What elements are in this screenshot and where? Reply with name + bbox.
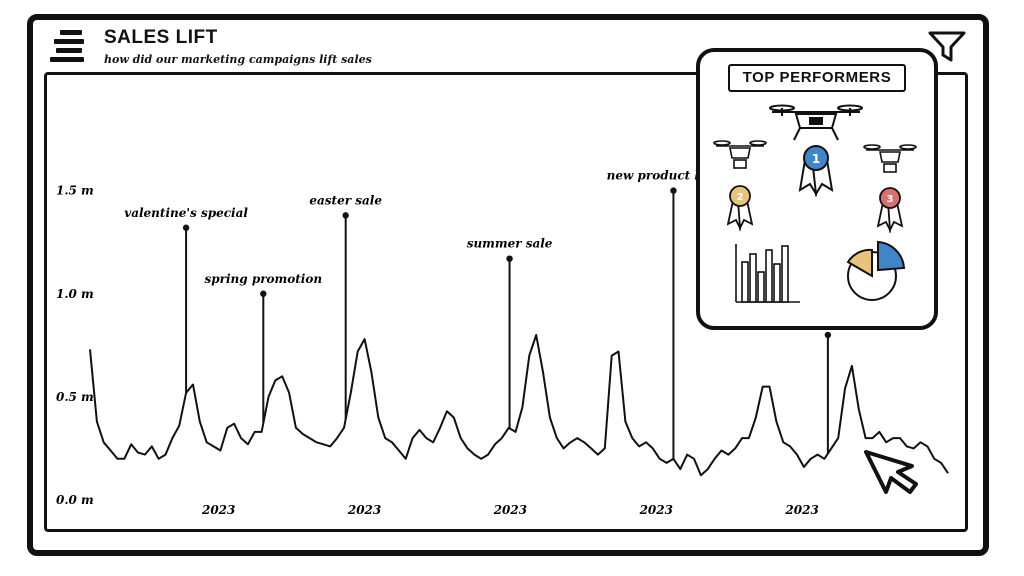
drone-icon-left xyxy=(713,140,767,169)
annotation-marker xyxy=(506,255,513,262)
top-performers-illustration: 1 2 3 xyxy=(713,104,917,303)
filter-icon[interactable] xyxy=(928,30,966,64)
annotation-label: spring promotion xyxy=(205,272,323,286)
drone-icon-right xyxy=(863,144,917,173)
annotation-label: summer sale xyxy=(467,237,553,251)
y-tick-label: 0.0 m xyxy=(56,493,94,507)
x-tick-label: 2023 xyxy=(201,503,235,517)
annotation-marker xyxy=(182,224,190,231)
annotation-marker xyxy=(824,331,832,339)
third-place-number: 3 xyxy=(887,194,894,205)
annotation-label: easter sale xyxy=(309,193,382,207)
menu-icon[interactable] xyxy=(50,30,84,64)
x-axis: 2023 2023 2023 2023 2023 xyxy=(201,503,819,517)
annotation-label: valentine's special xyxy=(124,206,248,220)
annotation-marker xyxy=(670,187,677,194)
page-title: SALES LIFT xyxy=(104,27,218,48)
y-tick-label: 0.5 m xyxy=(56,390,94,404)
drone-icon xyxy=(769,104,863,141)
sales-series-line xyxy=(89,334,949,477)
second-place-medal-icon: 2 xyxy=(726,185,754,232)
bar-chart-icon xyxy=(735,244,800,303)
y-tick-label: 1.0 m xyxy=(56,287,94,301)
top-performers-title: TOP PERFORMERS xyxy=(728,64,906,92)
second-place-number: 2 xyxy=(737,192,744,203)
pie-chart-icon xyxy=(846,240,906,301)
page-subtitle: how did our marketing campaigns lift sal… xyxy=(104,53,372,66)
mouse-pointer-icon xyxy=(864,450,918,494)
annotation-marker xyxy=(342,212,349,219)
x-tick-label: 2023 xyxy=(493,503,527,517)
annotation-marker xyxy=(260,290,267,297)
x-tick-label: 2023 xyxy=(347,503,381,517)
x-tick-label: 2023 xyxy=(639,503,673,517)
first-place-medal-icon: 1 xyxy=(798,145,834,198)
campaign-annotations: valentine's special spring promotion easte… xyxy=(124,169,852,459)
y-tick-label: 1.5 m xyxy=(56,184,94,198)
top-performers-panel[interactable]: TOP PERFORMERS 1 xyxy=(696,48,938,330)
y-axis: 0.0 m 0.5 m 1.0 m 1.5 m xyxy=(56,184,94,507)
x-tick-label: 2023 xyxy=(784,503,818,517)
first-place-number: 1 xyxy=(812,152,820,166)
third-place-medal-icon: 3 xyxy=(876,187,904,234)
